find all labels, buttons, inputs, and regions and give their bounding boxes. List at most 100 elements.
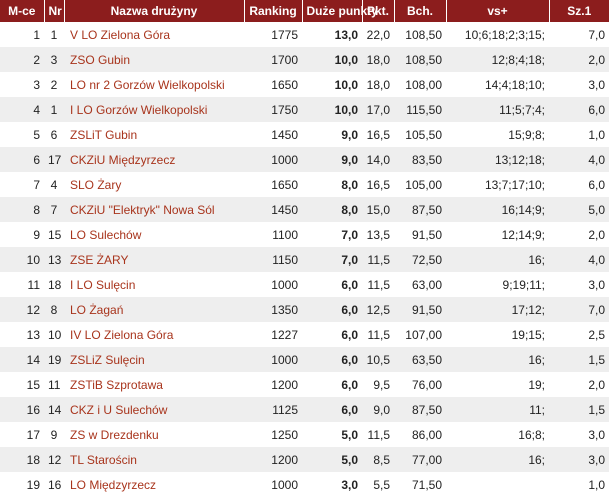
table-row: 9 15 LO Sulechów 1100 7,0 13,5 91,50 12;14;9; 2,…: [0, 222, 609, 247]
table-cell: 11,5: [367, 327, 390, 342]
table-cell: 18,0: [366, 77, 390, 92]
table-cell: 1700: [244, 47, 302, 72]
table-cell: 1: [33, 27, 40, 42]
column-header: vs+: [445, 0, 549, 22]
table-cell: 1: [50, 27, 58, 42]
table-cell: 10,5: [362, 347, 394, 372]
table-cell: 16,5: [366, 177, 390, 192]
table-cell: 8,0: [341, 177, 358, 192]
table-cell: 6,0: [341, 327, 358, 342]
table-cell: 8: [0, 197, 44, 222]
table-cell: 9,0: [362, 397, 394, 422]
table-cell: ZS w Drezdenku: [70, 427, 159, 442]
table-cell: 3,0: [588, 77, 605, 92]
table-cell: 1775: [271, 27, 298, 42]
table-cell: 5: [33, 127, 40, 142]
table-cell: 91,50: [394, 297, 446, 322]
table-cell: 10: [0, 247, 44, 272]
table-cell: 13: [44, 247, 64, 272]
column-header: Pkt.: [361, 0, 394, 22]
table-cell: 6,0: [588, 177, 605, 192]
table-cell: 12: [44, 447, 64, 472]
table-cell: 7,0: [341, 227, 358, 242]
table-cell: 13: [26, 327, 40, 342]
table-cell: 4: [50, 177, 58, 192]
table-cell: 8,5: [362, 447, 394, 472]
table-row: 15 11 ZSTiB Szprotawa 1200 6,0 9,5 76,00 19; 2,0: [0, 372, 609, 397]
table-cell: 5,5: [373, 477, 390, 492]
table-cell: 105,50: [405, 127, 442, 142]
table-cell: 1250: [271, 427, 298, 442]
table-cell: 10,0: [302, 47, 362, 72]
table-cell: 3: [33, 77, 40, 92]
table-cell: 1125: [244, 397, 302, 422]
table-cell: 1000: [244, 347, 302, 372]
table-cell: 77,00: [394, 447, 446, 472]
table-cell: 4: [0, 97, 44, 122]
table-row: 11 18 I LO Sulęcin 1000 6,0 11,5 63,00 9;19;11;…: [0, 272, 609, 297]
table-cell: 1200: [244, 447, 302, 472]
table-cell: 12,5: [362, 297, 394, 322]
table-cell: 1,5: [549, 397, 609, 422]
table-cell: 108,00: [405, 77, 442, 92]
table-cell: 16;: [446, 447, 549, 472]
table-cell: CKZ i U Sulechów: [64, 397, 244, 422]
table-cell: 6,0: [302, 347, 362, 372]
table-cell: 11,5: [367, 277, 390, 292]
table-cell: I LO Sulęcin: [70, 277, 136, 292]
table-cell: 76,00: [411, 377, 442, 392]
column-header: Nazwa drużyny: [63, 0, 244, 22]
table-cell: 105,00: [405, 177, 442, 192]
table-cell: 9,0: [341, 127, 358, 142]
table-cell: 11,5: [362, 247, 394, 272]
table-cell: 1: [44, 97, 64, 122]
table-cell: 10: [48, 327, 62, 342]
table-cell: 63,00: [411, 277, 442, 292]
table-cell: 1200: [271, 377, 298, 392]
table-cell: 91,50: [411, 227, 442, 242]
table-cell: 10,0: [302, 97, 362, 122]
table-row: 6 17 CKZiU Międzyrzecz 1000 9,0 14,0 83,50 13;1…: [0, 147, 609, 172]
table-cell: 1350: [244, 297, 302, 322]
table-cell: 14: [44, 397, 64, 422]
table-cell: 13,0: [334, 27, 358, 42]
column-header: M-ce: [0, 0, 44, 22]
table-cell: 14,0: [362, 147, 394, 172]
table-cell: 13;7;17;10;: [484, 177, 545, 192]
table-cell: 11;5;7;4;: [446, 97, 549, 122]
column-header: Sz.1: [548, 0, 609, 22]
table-cell: CKZiU "Elektryk" Nowa Sól: [64, 197, 244, 222]
table-cell: 12: [0, 297, 44, 322]
table-row: 5 6 ZSLiT Gubin 1450 9,0 16,5 105,50 15;9;8; 1,0: [0, 122, 609, 147]
table-cell: 1227: [271, 327, 298, 342]
table-cell: 15,0: [362, 197, 394, 222]
table-cell: ZSLiZ Sulęcin: [64, 347, 244, 372]
header-row: M-ce Nr Nazwa drużyny Ranking Duże punkty Pkt…: [0, 0, 609, 22]
table-row: 13 10 IV LO Zielona Góra 1227 6,0 11,5 107,00 1…: [0, 322, 609, 347]
table-cell: 9: [33, 227, 40, 242]
table-cell: CKZiU Międzyrzecz: [64, 147, 244, 172]
table-cell: 7,0: [588, 27, 605, 42]
table-cell: 7,0: [302, 247, 362, 272]
table-cell: 17;12;: [446, 297, 549, 322]
table-cell: 2: [50, 77, 58, 92]
table-cell: 15: [48, 227, 62, 242]
table-row: 17 9 ZS w Drezdenku 1250 5,0 11,5 86,00 16;8; 3,…: [0, 422, 609, 447]
table-cell: 86,00: [411, 427, 442, 442]
table-cell: LO Sulechów: [70, 227, 142, 242]
column-header: Bch.: [393, 0, 446, 22]
table-cell: 17,0: [362, 97, 394, 122]
table-cell: 4,0: [549, 247, 609, 272]
table-cell: 3,0: [588, 427, 605, 442]
table-cell: 83,50: [394, 147, 446, 172]
table-cell: ZSE ŻARY: [64, 247, 244, 272]
table-cell: 71,50: [411, 477, 442, 492]
table-cell: 6,0: [549, 97, 609, 122]
table-cell: 6,0: [341, 377, 358, 392]
table-cell: 115,50: [394, 97, 446, 122]
table-cell: 16;: [446, 347, 549, 372]
table-cell: 22,0: [366, 27, 390, 42]
table-cell: TL Starościn: [64, 447, 244, 472]
